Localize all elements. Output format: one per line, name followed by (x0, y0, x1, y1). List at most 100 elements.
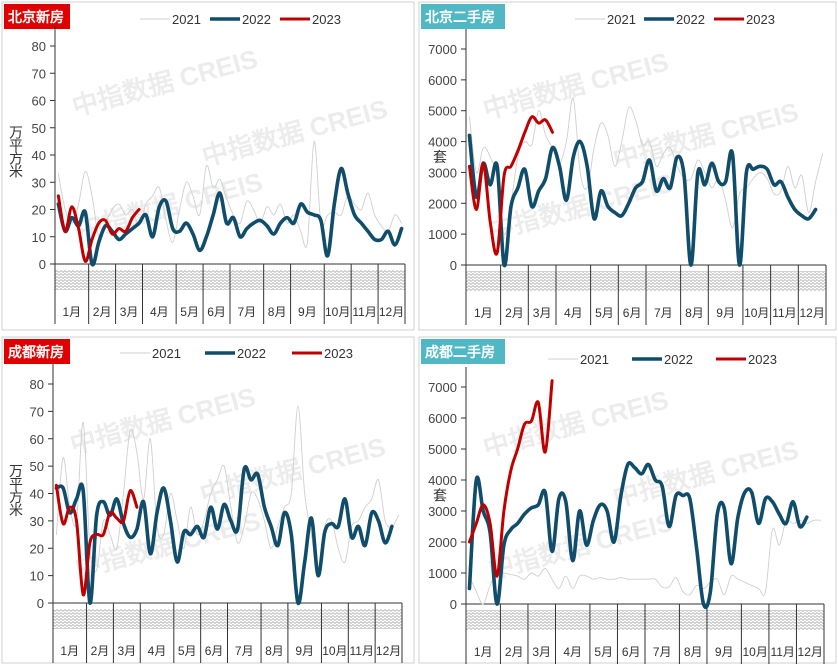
month-label: 12月 (798, 645, 823, 659)
legend-label: 2023 (748, 352, 777, 367)
series-line-2023 (56, 194, 141, 263)
month-label: 2月 (91, 644, 110, 658)
y-tick-label: 6000 (428, 73, 457, 88)
y-tick-label: 50 (32, 121, 46, 136)
month-label: 12月 (376, 644, 401, 658)
y-tick-label: 4000 (428, 135, 457, 150)
y-axis-label: 套 (433, 149, 447, 165)
y-tick-label: 1000 (428, 566, 457, 581)
series-line-2022 (467, 461, 809, 610)
month-label: 7月 (237, 305, 256, 319)
month-label: 11月 (770, 645, 794, 659)
y-tick-label: 60 (32, 94, 46, 109)
y-tick-label: 1000 (428, 227, 457, 242)
y-tick-label: 0 (450, 597, 457, 612)
legend-label: 2021 (152, 346, 181, 361)
month-label: 6月 (623, 306, 642, 320)
legend-label: 2023 (324, 346, 353, 361)
y-tick-label: 5000 (428, 104, 457, 119)
chart-title: 成都新房 (8, 344, 64, 360)
y-tick-label: 6000 (428, 411, 457, 426)
series-line-2023 (54, 483, 139, 597)
y-tick-label: 0 (37, 596, 44, 611)
y-tick-label: 20 (30, 541, 44, 556)
y-axis-label: 套 (433, 488, 447, 504)
month-label: 1月 (474, 306, 493, 320)
month-label: 10月 (744, 306, 769, 320)
month-label: 11月 (349, 644, 373, 658)
month-label: 4月 (150, 305, 169, 319)
month-label: 8月 (265, 644, 284, 658)
month-label: 4月 (563, 645, 582, 659)
legend-label: 2023 (312, 12, 341, 27)
month-label: 3月 (120, 305, 139, 319)
month-label: 2月 (505, 306, 524, 320)
y-tick-label: 80 (30, 377, 44, 392)
series-line-2022 (56, 166, 404, 267)
month-label: 5月 (594, 645, 613, 659)
month-label: 6月 (205, 644, 224, 658)
month-label: 8月 (268, 305, 287, 319)
y-tick-label: 40 (32, 148, 46, 163)
month-label: 8月 (684, 645, 703, 659)
month-label: 7月 (235, 644, 254, 658)
month-label: 11月 (772, 306, 796, 320)
month-label: 5月 (595, 306, 614, 320)
month-label: 9月 (716, 306, 735, 320)
y-tick-label: 5000 (428, 442, 457, 457)
series-line-2021 (468, 518, 822, 605)
series-line-2021 (55, 405, 400, 577)
month-label: 7月 (653, 645, 672, 659)
legend-label: 2021 (172, 12, 201, 27)
month-label: 6月 (207, 305, 226, 319)
chart-title-badge (4, 339, 70, 364)
month-label: 1月 (60, 644, 79, 658)
month-label: 2月 (505, 645, 524, 659)
y-tick-label: 20 (32, 203, 46, 218)
month-label: 10月 (742, 645, 767, 659)
y-axis-label: 万平方米 (8, 125, 24, 178)
y-tick-label: 3000 (428, 504, 457, 519)
series-line-2021 (57, 140, 403, 248)
month-label: 1月 (62, 305, 81, 319)
y-tick-label: 30 (30, 514, 44, 529)
chart-title-badge (4, 4, 70, 29)
series-line-2023 (467, 115, 554, 256)
series-line-2023 (467, 379, 554, 578)
y-tick-label: 60 (30, 432, 44, 447)
month-label: 4月 (148, 644, 167, 658)
month-label: 12月 (799, 306, 824, 320)
legend-label: 2023 (746, 12, 775, 27)
month-label: 10月 (325, 305, 350, 319)
month-label: 4月 (564, 306, 583, 320)
month-label: 5月 (180, 305, 199, 319)
legend-label: 2022 (237, 346, 266, 361)
month-label: 11月 (352, 305, 376, 319)
y-tick-label: 40 (30, 487, 44, 502)
month-label: 8月 (685, 306, 704, 320)
month-label: 2月 (93, 305, 112, 319)
month-label: 6月 (622, 645, 641, 659)
chart-title: 北京二手房 (425, 9, 495, 25)
y-tick-label: 70 (30, 404, 44, 419)
chart-title: 北京新房 (8, 9, 64, 25)
y-tick-label: 70 (32, 66, 46, 81)
month-label: 7月 (654, 306, 673, 320)
y-axis-label: 万平方米 (8, 464, 24, 517)
chart-title: 成都二手房 (425, 344, 495, 360)
legend-label: 2022 (242, 12, 271, 27)
y-tick-label: 7000 (428, 42, 457, 57)
y-tick-label: 4000 (428, 473, 457, 488)
month-label: 3月 (532, 645, 551, 659)
month-label: 10月 (322, 644, 347, 658)
chart-title-badge (421, 339, 505, 364)
month-label: 9月 (295, 644, 314, 658)
month-label: 3月 (533, 306, 552, 320)
y-tick-label: 80 (32, 39, 46, 54)
legend-label: 2022 (676, 12, 705, 27)
legend-label: 2022 (664, 352, 693, 367)
